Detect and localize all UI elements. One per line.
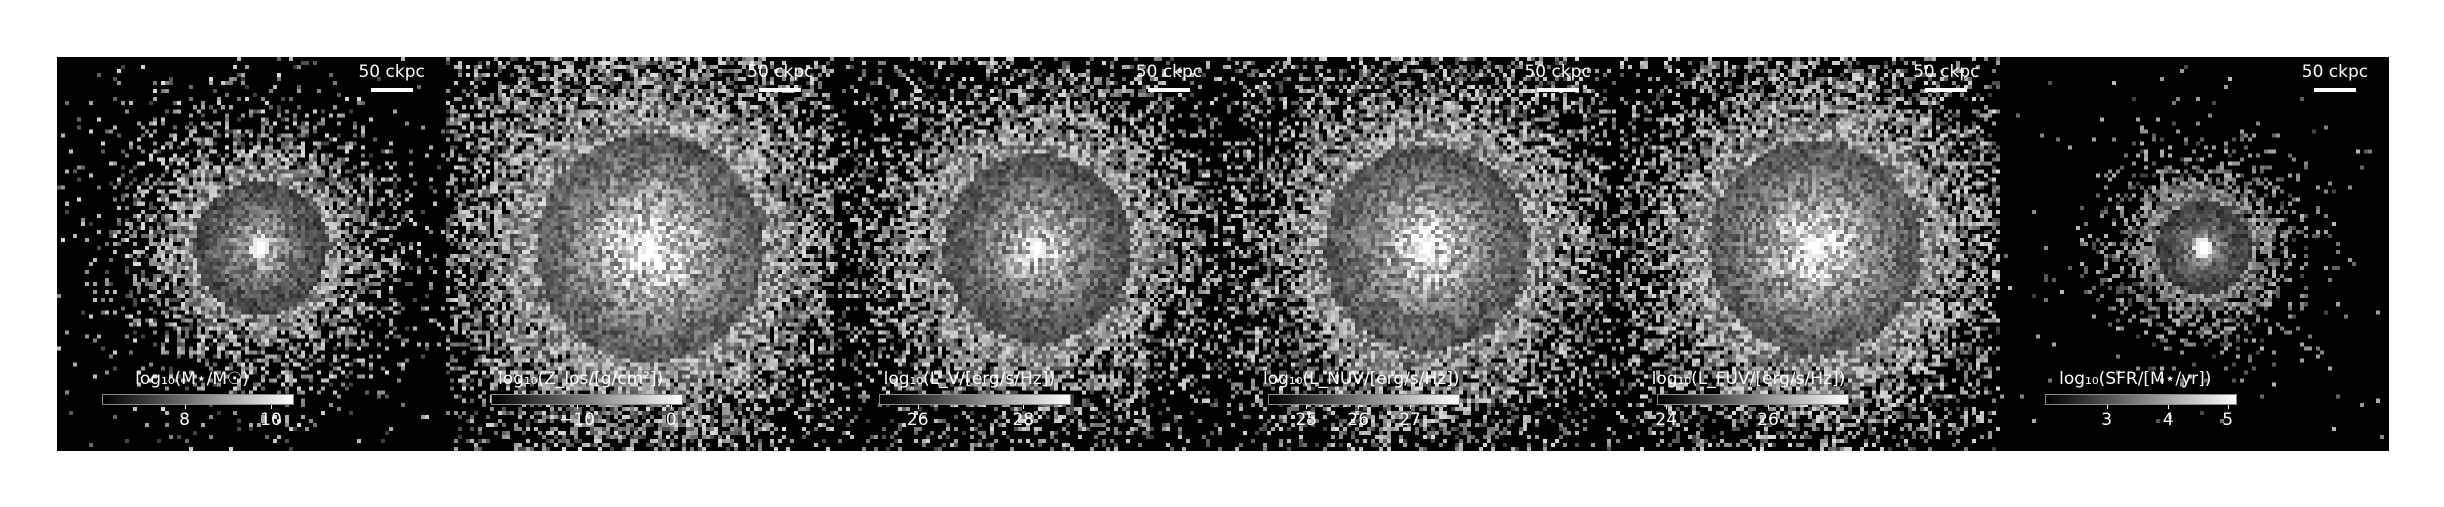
panel-nuv-luminosity: 50 ckpc log₁₀(L_NUV/[erg/s/Hz]) 25 26 27 xyxy=(1222,57,1612,451)
colorbar xyxy=(2045,394,2238,405)
scale-bar-label: 50 ckpc xyxy=(1913,62,1980,82)
colorbar-label: log₁₀(SFR/[M⋆/yr]) xyxy=(2059,369,2212,389)
colorbar-tick xyxy=(1023,405,1025,409)
colorbar-label: log₁₀(Z_los/[g/cm²]) xyxy=(498,369,664,389)
colorbar-tick xyxy=(1358,405,1360,409)
colorbar-tick-label: 25 xyxy=(1295,410,1318,430)
colorbar-tick xyxy=(1767,405,1769,409)
scale-bar-line xyxy=(1536,88,1579,92)
colorbar-tick-label: 4 xyxy=(2162,410,2174,430)
colorbar-label: log₁₀(M⋆/M☉) xyxy=(135,369,249,389)
scale-bar-label: 50 ckpc xyxy=(1524,62,1591,82)
scale-bar-label: 50 ckpc xyxy=(747,62,814,82)
galaxy-map xyxy=(1222,57,1611,451)
colorbar xyxy=(490,394,683,405)
colorbar-tick xyxy=(184,405,186,409)
scale-bar-label: 50 ckpc xyxy=(2301,62,2369,82)
colorbar-tick xyxy=(1306,405,1308,409)
colorbar-tick-label: 10 xyxy=(260,410,282,430)
colorbar-tick-label: 26 xyxy=(1347,410,1370,430)
scale-bar-label: 50 ckpc xyxy=(358,62,425,82)
colorbar-tick-label: 3 xyxy=(2101,410,2113,430)
colorbar-tick xyxy=(1410,405,1412,409)
colorbar xyxy=(102,394,294,405)
scale-bar: 50 ckpc xyxy=(1129,62,1209,92)
colorbar-tick-label: 0 xyxy=(665,410,677,430)
colorbar-tick xyxy=(2106,405,2108,409)
colorbar xyxy=(1267,394,1460,405)
scale-bar-line xyxy=(759,88,802,92)
galaxy-map xyxy=(2000,57,2389,451)
galaxy-map xyxy=(57,57,445,451)
colorbar-label: log₁₀(L_V/[erg/s/Hz]) xyxy=(883,369,1055,389)
panel-sfr: 50 ckpc log₁₀(SFR/[M⋆/yr]) 3 4 5 xyxy=(2000,57,2389,451)
scale-bar: 50 ckpc xyxy=(740,62,820,92)
colorbar-tick xyxy=(2227,405,2229,409)
colorbar-tick-label: 8 xyxy=(179,410,190,430)
colorbar-tick-label: −10 xyxy=(559,410,595,430)
panel-fuv-luminosity: 50 ckpc log₁₀(L_FUV/[erg/s/Hz]) 24 26 xyxy=(1611,57,2001,451)
colorbar-label: log₁₀(L_NUV/[erg/s/Hz]) xyxy=(1262,369,1460,389)
colorbar-tick-label: 27 xyxy=(1399,410,1421,430)
scale-bar-line xyxy=(1147,88,1190,92)
scale-bar-line xyxy=(2313,88,2356,92)
panel-v-luminosity: 50 ckpc log₁₀(L_V/[erg/s/Hz]) 26 28 xyxy=(834,57,1223,451)
colorbar xyxy=(879,394,1072,405)
colorbar-tick-label: 28 xyxy=(1012,410,1035,430)
colorbar-tick-label: 5 xyxy=(2222,410,2234,430)
scale-bar: 50 ckpc xyxy=(2295,62,2375,92)
galaxy-map xyxy=(1611,57,2000,451)
colorbar-tick-label: 26 xyxy=(1757,410,1779,430)
scale-bar: 50 ckpc xyxy=(352,62,432,92)
colorbar-tick-label: 24 xyxy=(1655,410,1678,430)
galaxy-map xyxy=(834,57,1223,451)
scale-bar-label: 50 ckpc xyxy=(1135,62,1203,82)
colorbar-tick xyxy=(270,405,272,409)
colorbar-tick xyxy=(2168,405,2170,409)
colorbar-tick xyxy=(917,405,919,409)
scale-bar-line xyxy=(1925,88,1968,92)
scale-bar-line xyxy=(370,88,413,92)
colorbar xyxy=(1656,394,1849,405)
panel-stellar-mass: 50 ckpc log₁₀(M⋆/M☉) 8 10 xyxy=(57,57,446,451)
scale-bar: 50 ckpc xyxy=(1518,62,1598,92)
colorbar-tick xyxy=(1666,405,1668,409)
scale-bar: 50 ckpc xyxy=(1906,62,1986,92)
figure: 50 ckpc log₁₀(M⋆/M☉) 8 10 50 ckpc log₁₀(Z… xyxy=(57,57,2389,451)
galaxy-map xyxy=(445,57,834,451)
panel-metallicity: 50 ckpc log₁₀(Z_los/[g/cm²]) −10 0 xyxy=(445,57,835,451)
colorbar-label: log₁₀(L_FUV/[erg/s/Hz]) xyxy=(1651,369,1846,389)
colorbar-tick-label: 26 xyxy=(906,410,929,430)
colorbar-tick xyxy=(577,405,579,409)
colorbar-tick xyxy=(671,405,673,409)
